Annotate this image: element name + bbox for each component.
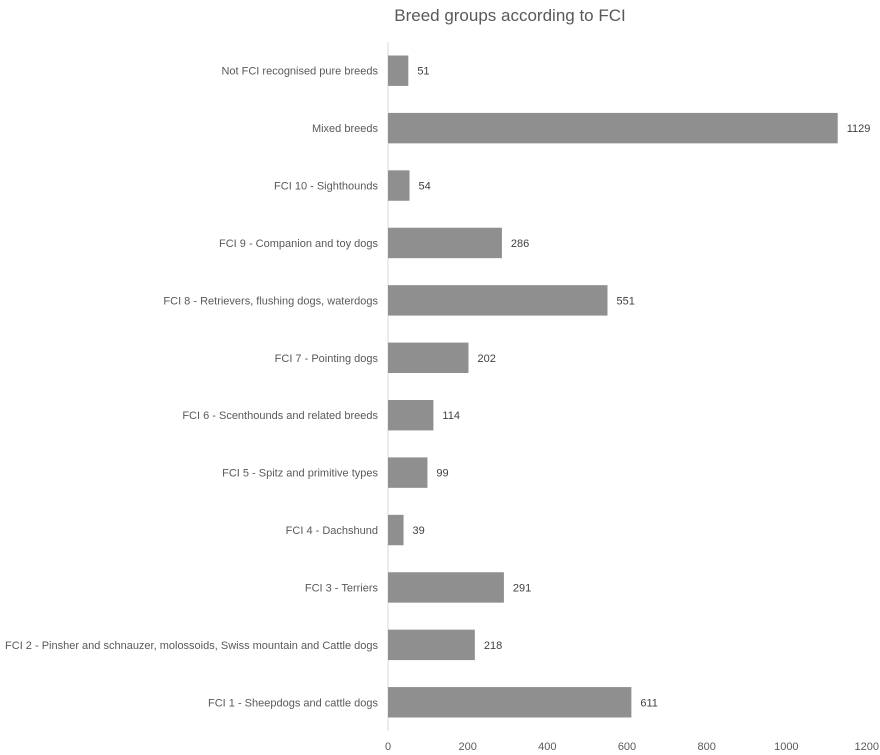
data-label: 1129: [847, 123, 871, 135]
bar: [388, 227, 502, 259]
x-tick-label: 400: [538, 741, 556, 753]
category-label: FCI 6 - Scenthounds and related breeds: [182, 410, 378, 422]
category-label: FCI 10 - Sighthounds: [274, 181, 378, 193]
data-label: 51: [417, 66, 429, 78]
data-label: 99: [436, 468, 448, 480]
chart-title: Breed groups according to FCI: [394, 6, 626, 25]
bar: [388, 55, 409, 86]
data-label: 114: [442, 410, 460, 422]
bar: [388, 457, 428, 488]
category-label: FCI 2 - Pinsher and schnauzer, molossoid…: [5, 640, 378, 652]
category-label: FCI 3 - Terriers: [305, 582, 379, 594]
x-tick-label: 800: [697, 741, 715, 753]
data-label: 286: [511, 238, 529, 250]
bar: [388, 399, 434, 431]
category-label: FCI 9 - Companion and toy dogs: [219, 238, 378, 250]
x-tick-label: 200: [458, 741, 476, 753]
bar: [388, 687, 632, 718]
bar: [388, 629, 475, 661]
data-label: 611: [640, 697, 658, 709]
bar: [388, 285, 608, 316]
bar: [388, 514, 404, 546]
category-label: Mixed breeds: [312, 123, 379, 135]
x-tick-label: 0: [385, 741, 391, 753]
bar: [388, 342, 469, 374]
category-label: FCI 5 - Spitz and primitive types: [222, 468, 378, 480]
category-label: FCI 7 - Pointing dogs: [275, 353, 379, 365]
x-tick-label: 1000: [774, 741, 798, 753]
category-label: FCI 8 - Retrievers, flushing dogs, water…: [163, 295, 378, 307]
x-tick-label: 1200: [855, 741, 879, 753]
bar: [388, 572, 504, 603]
bar: [388, 112, 838, 144]
category-label: FCI 4 - Dachshund: [286, 525, 378, 537]
data-label: 202: [477, 353, 495, 365]
bar: [388, 170, 410, 201]
x-tick-label: 600: [618, 741, 636, 753]
data-label: 218: [484, 640, 502, 652]
data-label: 54: [419, 181, 431, 193]
category-label: Not FCI recognised pure breeds: [221, 66, 378, 78]
data-label: 291: [513, 582, 531, 594]
data-label: 39: [413, 525, 425, 537]
bars-layer: [388, 55, 838, 718]
labels-layer: Not FCI recognised pure breeds 51 Mixed br…: [5, 66, 870, 710]
data-label: 551: [616, 295, 634, 307]
x-axis-ticks: 0 200 400 600 800 1000 1200: [385, 741, 879, 753]
category-label: FCI 1 - Sheepdogs and cattle dogs: [208, 697, 378, 709]
